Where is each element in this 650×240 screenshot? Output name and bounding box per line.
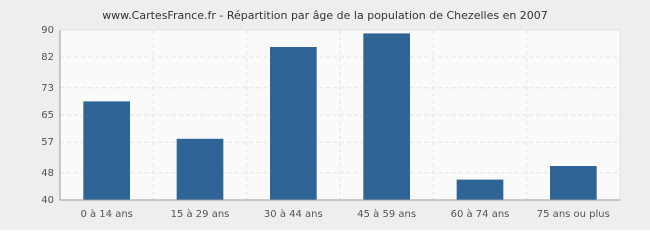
bar	[270, 47, 317, 200]
bar	[456, 179, 504, 200]
x-tick-label: 75 ans ou plus	[537, 209, 610, 220]
y-tick-label: 48	[41, 168, 54, 179]
x-tick-label: 15 à 29 ans	[171, 208, 230, 220]
y-tick-label: 82	[41, 52, 54, 63]
x-tick-label: 60 à 74 ans	[451, 208, 510, 220]
y-tick-label: 40	[41, 195, 54, 206]
y-tick-label: 90	[41, 25, 54, 36]
page: www.CartesFrance.fr - Répartition par âg…	[0, 0, 650, 230]
bar	[363, 33, 410, 201]
chart-title: www.CartesFrance.fr - Répartition par âg…	[102, 9, 548, 22]
x-tick-label: 30 à 44 ans	[264, 208, 323, 220]
y-tick-label: 57	[41, 137, 54, 148]
chart: www.CartesFrance.fr - Répartition par âg…	[0, 0, 650, 230]
bar	[83, 101, 130, 200]
y-tick-label: 65	[41, 110, 54, 121]
y-tick-label: 73	[41, 83, 54, 94]
bar	[176, 138, 224, 200]
bar	[550, 166, 597, 200]
x-tick-label: 0 à 14 ans	[80, 208, 132, 220]
x-tick-label: 45 à 59 ans	[357, 208, 416, 220]
